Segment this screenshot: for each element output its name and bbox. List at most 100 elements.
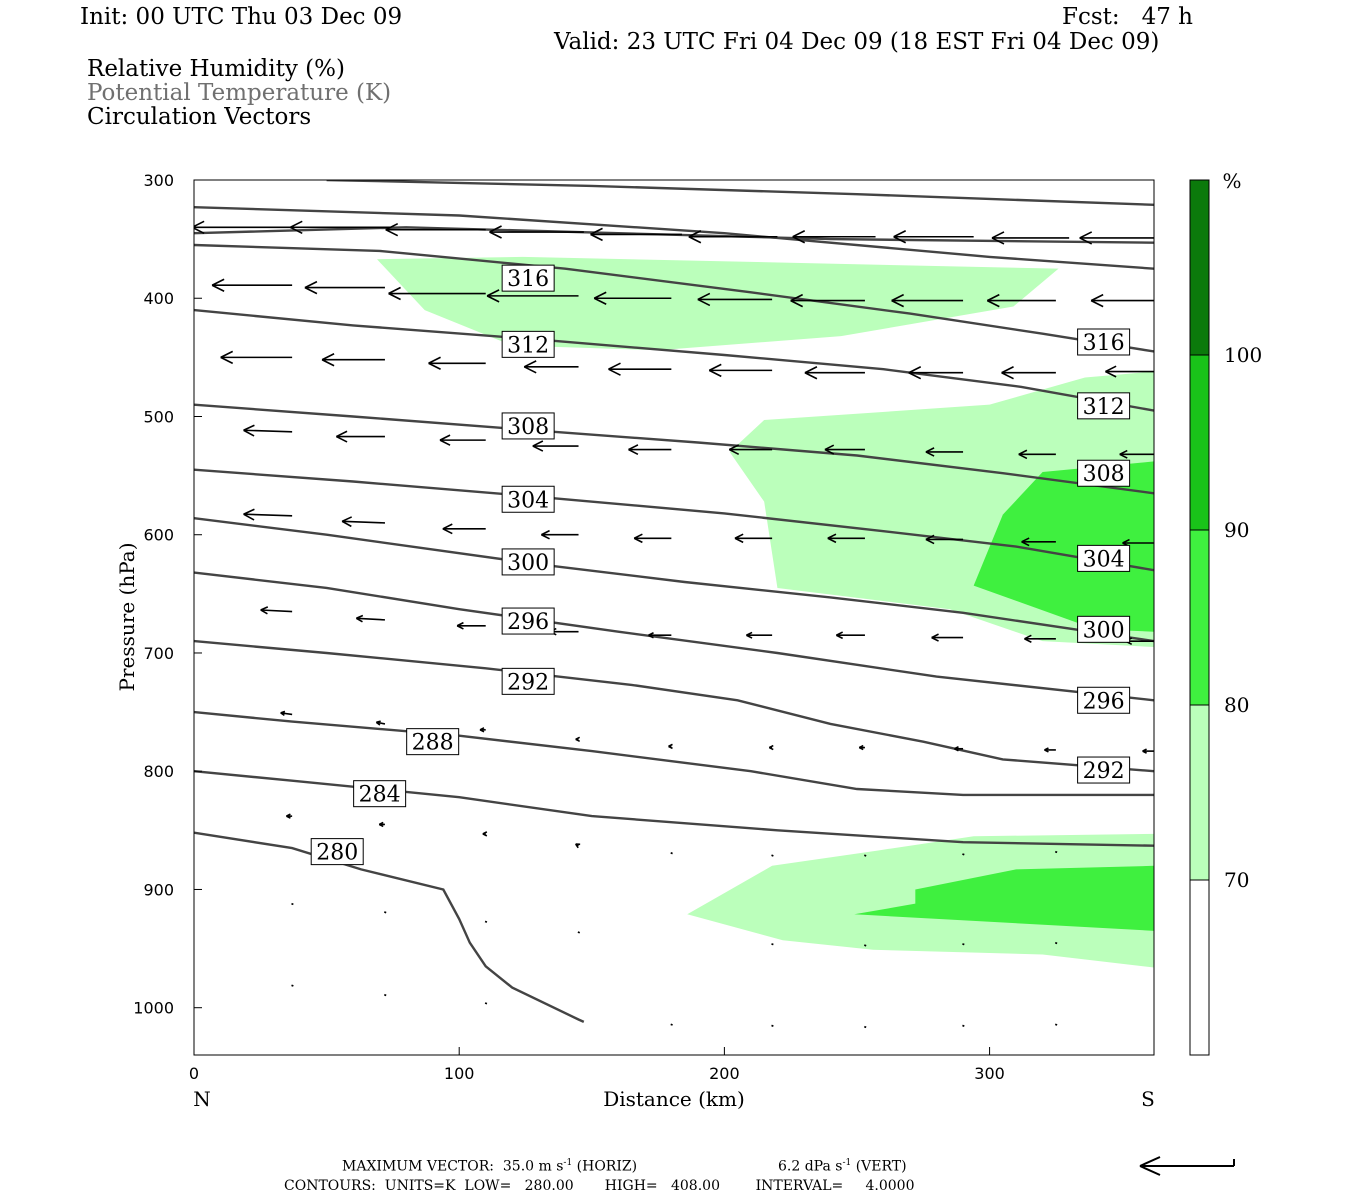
vector-shaft bbox=[670, 1023, 673, 1026]
vector-head bbox=[439, 434, 451, 441]
vector-head bbox=[1119, 449, 1128, 456]
vector-head bbox=[648, 634, 654, 639]
vector-head bbox=[790, 299, 804, 308]
colorbar-segment-100 bbox=[1189, 179, 1210, 356]
contour-label-box bbox=[501, 264, 555, 292]
contour-label-box bbox=[310, 838, 364, 866]
circulation-vector bbox=[1024, 634, 1056, 643]
circulation-vector bbox=[746, 631, 773, 639]
circulation-vector bbox=[908, 366, 964, 380]
circulation-vector bbox=[321, 353, 385, 367]
vector-head bbox=[925, 538, 935, 545]
contour-label: 296 bbox=[507, 610, 549, 635]
footer-max-vector: MAXIMUM VECTOR: 35.0 m s-1 (HORIZ) bbox=[342, 1158, 637, 1175]
vector-head bbox=[824, 444, 835, 451]
circulation-vector bbox=[211, 278, 293, 292]
circulation-vector bbox=[962, 853, 965, 856]
contour-label-box bbox=[406, 728, 460, 756]
vector-head bbox=[792, 236, 806, 244]
vector-head bbox=[304, 286, 318, 295]
vector-head bbox=[1105, 365, 1117, 373]
circulation-vector bbox=[954, 746, 964, 752]
circulation-vector bbox=[220, 350, 293, 365]
vector-head bbox=[321, 359, 335, 367]
vector-shaft bbox=[1054, 1023, 1058, 1026]
circulation-vector bbox=[891, 293, 964, 308]
vector-shaft bbox=[962, 1024, 965, 1027]
vector-head bbox=[925, 447, 935, 453]
unit-exponent: -1 bbox=[842, 1158, 852, 1168]
theta-contour-288 bbox=[194, 710, 1154, 797]
vector-shaft bbox=[342, 520, 385, 524]
circulation-vector bbox=[670, 1023, 673, 1026]
circulation-vector bbox=[482, 831, 488, 837]
circulation-vector bbox=[608, 362, 672, 376]
circulation-vector bbox=[280, 710, 293, 717]
circulation-vector bbox=[575, 843, 581, 849]
vector-head bbox=[728, 444, 740, 451]
vector-head bbox=[858, 746, 864, 751]
vector-shaft bbox=[384, 911, 387, 914]
vector-head bbox=[804, 366, 818, 374]
circulation-vector bbox=[991, 231, 1070, 245]
forecast-hour: Fcst: 47 h bbox=[1062, 4, 1193, 30]
vector-head bbox=[986, 299, 1000, 308]
vector-head bbox=[523, 360, 537, 368]
vector-head bbox=[479, 729, 485, 733]
vector-head bbox=[790, 293, 804, 302]
y-tick-label: 300 bbox=[143, 171, 174, 190]
circulation-vector bbox=[375, 720, 386, 726]
vector-shaft bbox=[280, 712, 293, 716]
vector-head bbox=[482, 833, 488, 837]
colorbar-segment-80-90 bbox=[1189, 529, 1210, 706]
vector-head bbox=[1044, 749, 1049, 753]
contour-label: 300 bbox=[1083, 618, 1125, 643]
theta-contour-300 bbox=[194, 517, 1154, 643]
contour-label-box bbox=[501, 548, 555, 576]
vector-head bbox=[486, 295, 500, 303]
vector-head bbox=[836, 631, 844, 636]
init-time: Init: 00 UTC Thu 03 Dec 09 bbox=[80, 4, 403, 30]
circulation-vector bbox=[864, 854, 867, 857]
circulation-vector bbox=[628, 444, 672, 456]
circulation-vector bbox=[925, 447, 964, 457]
x-tick-label: 200 bbox=[709, 1064, 740, 1083]
circulation-vector bbox=[286, 813, 293, 819]
circulation-vector bbox=[858, 744, 865, 751]
vector-head bbox=[925, 451, 935, 457]
vector-head bbox=[428, 356, 441, 364]
x-axis-title: Distance (km) bbox=[603, 1087, 745, 1111]
vector-head bbox=[827, 537, 837, 544]
vector-head bbox=[628, 444, 639, 451]
contour-label: 308 bbox=[507, 415, 549, 440]
contour-label-box bbox=[501, 412, 555, 440]
circulation-vector bbox=[385, 222, 486, 237]
circulation-vector bbox=[1001, 366, 1056, 380]
vector-head bbox=[1105, 370, 1117, 378]
contour-label: 296 bbox=[1083, 689, 1125, 714]
circulation-vector bbox=[442, 523, 486, 535]
circulation-vector bbox=[593, 291, 672, 305]
circulation-vector bbox=[1054, 941, 1058, 945]
circulation-vector bbox=[836, 631, 865, 640]
vector-head bbox=[388, 286, 401, 295]
contour-label-box bbox=[1077, 686, 1131, 714]
vector-head bbox=[211, 284, 225, 292]
vector-head bbox=[385, 222, 399, 231]
vector-head bbox=[336, 435, 348, 443]
contour-label: 280 bbox=[316, 841, 358, 866]
circulation-vector bbox=[633, 533, 672, 544]
vector-shaft bbox=[771, 854, 774, 857]
vector-head bbox=[893, 230, 907, 238]
vector-head bbox=[341, 520, 352, 528]
circulation-vector bbox=[336, 430, 385, 443]
vector-head bbox=[378, 823, 384, 828]
vector-shaft bbox=[577, 931, 581, 934]
vector-head bbox=[768, 746, 774, 751]
circulation-vector bbox=[577, 931, 581, 934]
vector-shaft bbox=[771, 943, 774, 946]
circulation-vector bbox=[1079, 231, 1154, 245]
circulation-vector bbox=[1090, 293, 1154, 308]
vector-head bbox=[289, 226, 303, 235]
vector-head bbox=[697, 298, 711, 307]
